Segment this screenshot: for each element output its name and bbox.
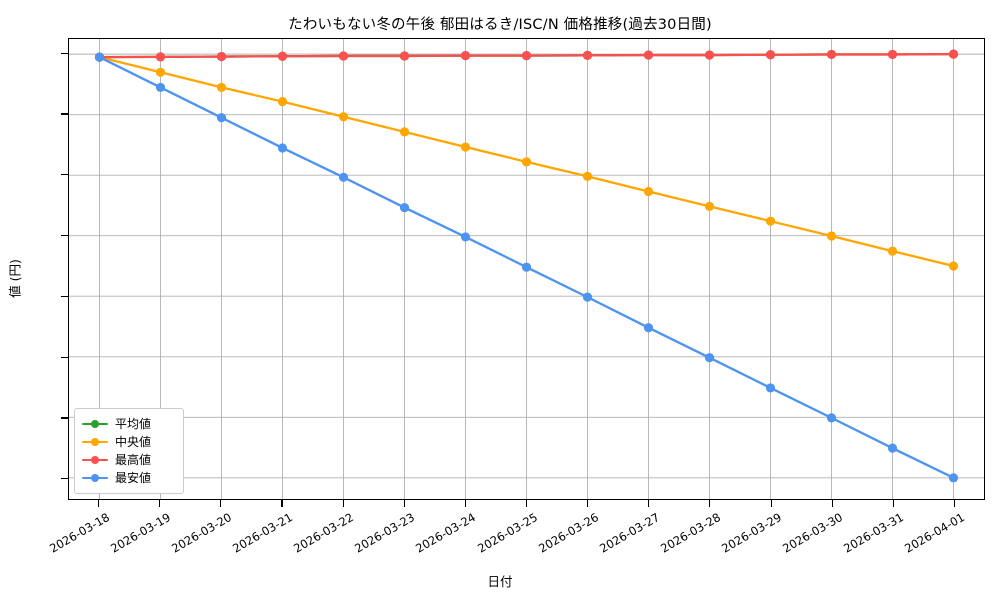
plot-area [68, 38, 985, 500]
chart-title: たわいもない冬の午後 郁田はるき/ISC/N 価格推移(過去30日間) [288, 17, 712, 33]
legend-swatch-icon [82, 472, 108, 484]
x-tick-mark [464, 500, 466, 507]
x-tick-label: 2026-03-26 [535, 510, 601, 556]
legend-label: 中央値 [115, 435, 152, 449]
x-tick-label: 2026-03-19 [107, 510, 173, 556]
x-tick-label: 2026-03-20 [168, 510, 234, 556]
y-tick-mark [61, 174, 68, 176]
x-tick-mark [526, 500, 528, 507]
legend-swatch-icon [82, 436, 108, 448]
x-tick-label: 2026-03-21 [230, 510, 295, 556]
x-tick-mark [403, 500, 405, 507]
x-tick-mark [342, 500, 344, 507]
x-tick-label: 2026-03-28 [658, 510, 723, 556]
x-tick-mark [220, 500, 222, 507]
x-tick-label: 2026-03-29 [719, 510, 785, 556]
y-tick-mark [61, 295, 68, 297]
x-tick-mark [709, 500, 711, 507]
y-tick-mark [61, 52, 68, 54]
legend-swatch-icon [82, 454, 108, 466]
y-tick-mark [61, 417, 68, 419]
legend-label: 平均値 [115, 417, 152, 431]
x-tick-mark [953, 500, 956, 507]
x-tick-label: 2026-03-18 [46, 510, 112, 556]
x-tick-label: 2026-03-25 [474, 510, 540, 556]
x-tick-mark [648, 500, 650, 507]
legend-item-1[interactable]: 中央値 [82, 433, 176, 451]
legend-item-2[interactable]: 最高値 [82, 451, 176, 469]
series-2 [94, 49, 959, 62]
y-axis-label: 値 (円) [7, 259, 23, 298]
x-tick-label: 2026-03-31 [841, 510, 907, 556]
x-tick-mark [281, 500, 283, 507]
x-tick-mark [159, 500, 161, 507]
series-3 [94, 52, 959, 483]
y-tick-mark [61, 235, 68, 237]
x-tick-mark [892, 500, 894, 507]
y-tick-mark [61, 478, 68, 480]
x-tick-label: 2026-03-23 [352, 510, 418, 556]
x-tick-label: 2026-03-22 [291, 510, 357, 556]
x-axis-label: 日付 [487, 574, 513, 589]
chart-legend: 平均値中央値最高値最安値 [74, 408, 184, 494]
legend-item-3[interactable]: 最安値 [82, 469, 176, 487]
x-tick-mark [98, 500, 100, 507]
y-tick-mark [61, 356, 68, 358]
legend-item-0[interactable]: 平均値 [82, 415, 176, 433]
legend-swatch-icon [82, 418, 108, 430]
x-tick-mark [587, 500, 589, 507]
x-tick-label: 2026-03-30 [780, 510, 846, 556]
plot-svg [69, 39, 984, 499]
x-tick-mark [770, 500, 772, 507]
y-tick-mark [61, 113, 68, 115]
legend-label: 最安値 [115, 471, 152, 485]
x-tick-mark [831, 500, 833, 507]
legend-label: 最高値 [115, 453, 152, 467]
x-tick-label: 2026-04-01 [902, 510, 968, 556]
x-tick-label: 2026-03-24 [413, 510, 479, 556]
x-tick-label: 2026-03-27 [596, 510, 662, 556]
